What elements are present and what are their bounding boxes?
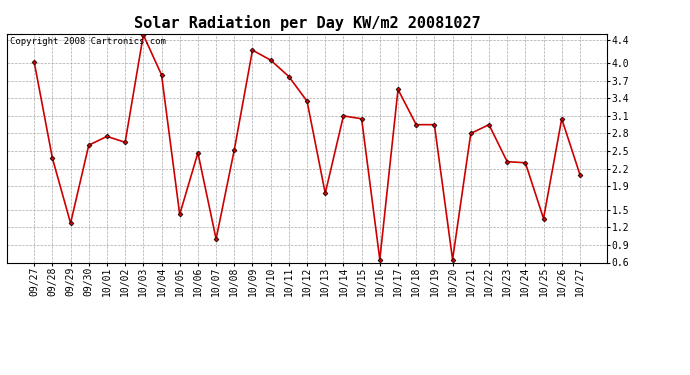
Text: Copyright 2008 Cartronics.com: Copyright 2008 Cartronics.com <box>10 37 166 46</box>
Title: Solar Radiation per Day KW/m2 20081027: Solar Radiation per Day KW/m2 20081027 <box>134 15 480 31</box>
